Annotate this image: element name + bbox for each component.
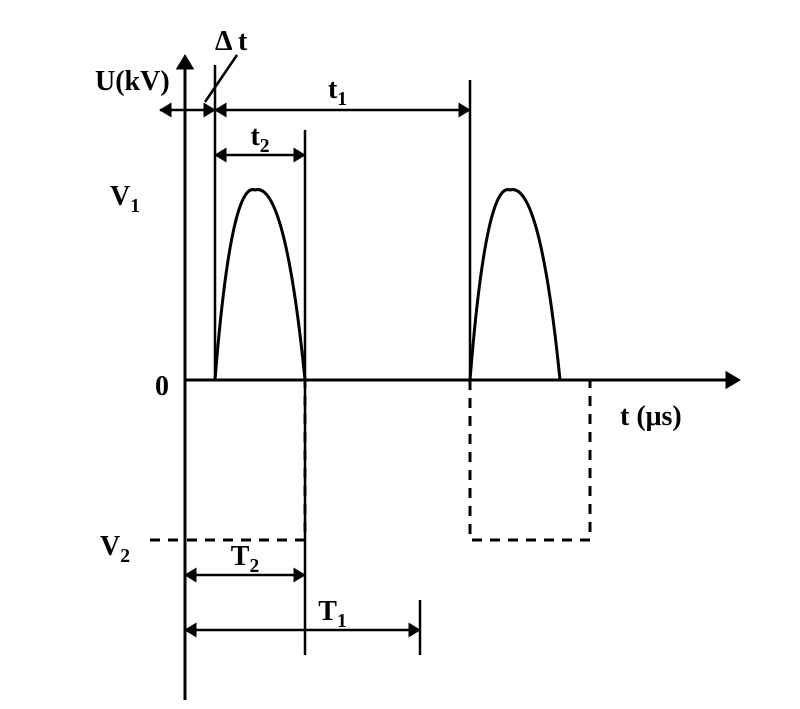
- t1-cap-label: T1: [318, 596, 346, 632]
- v1-label: V1: [110, 181, 140, 217]
- neg-pulse-1: [185, 380, 305, 540]
- x-axis-label: t (μs): [620, 401, 682, 432]
- v2-label: V2: [100, 531, 130, 567]
- t1-label: t1: [328, 74, 347, 110]
- pulse-1: [215, 190, 305, 380]
- pulse-2: [470, 190, 560, 380]
- delta-t-label: Δ t: [215, 26, 248, 57]
- t2-label: t2: [250, 121, 269, 157]
- neg-pulse-2: [470, 380, 590, 540]
- y-axis-label: U(kV): [95, 66, 170, 97]
- t2-cap-label: T2: [231, 541, 259, 577]
- origin-zero: 0: [155, 371, 169, 402]
